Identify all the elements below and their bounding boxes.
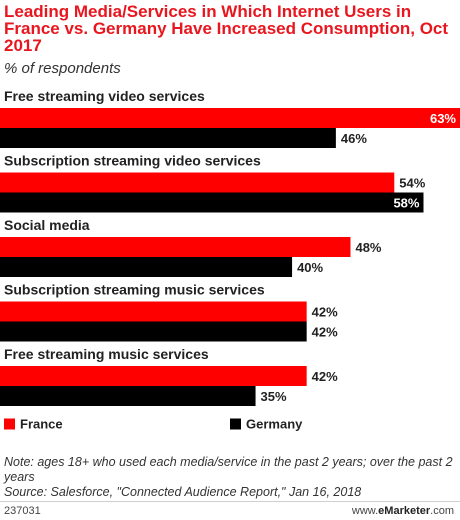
data-label: 35% [261, 389, 287, 404]
bar-france [0, 301, 307, 322]
data-label: 46% [341, 131, 367, 146]
data-label: 63% [430, 111, 456, 126]
chart-id: 237031 [4, 505, 41, 517]
bar-germany [0, 257, 293, 277]
category-label: Social media [4, 217, 90, 233]
note-text: Note: ages 18+ who used each media/servi… [4, 455, 453, 484]
legend-swatch [4, 418, 15, 430]
footer: 237031 www.eMarketer.com [0, 501, 460, 520]
category-label: Subscription streaming music services [4, 282, 265, 298]
legend-label: Germany [246, 417, 303, 432]
bar-germany [0, 128, 336, 148]
legend-label: France [20, 417, 63, 432]
data-label: 42% [312, 325, 338, 340]
brand-prefix: www. [351, 505, 379, 517]
data-label: 42% [312, 369, 338, 384]
chart-subtitle: % of respondents [4, 60, 121, 77]
data-label: 58% [393, 196, 419, 211]
brand-link[interactable]: www.eMarketer.com [352, 505, 454, 517]
data-label: 40% [297, 260, 323, 275]
chart-notes: Note: ages 18+ who used each media/servi… [4, 455, 456, 500]
bar-france [0, 172, 395, 193]
data-label: 54% [399, 176, 425, 191]
chart-title: Leading Media/Services in Which Internet… [4, 2, 449, 55]
bar-france [0, 366, 307, 386]
bar-france [0, 108, 460, 128]
bar-germany [0, 192, 424, 213]
bar-chart: Free streaming video services 63% 46% Subsc… [0, 88, 460, 432]
bar-france [0, 237, 351, 257]
category-label: Free streaming music services [4, 346, 209, 362]
data-label: 42% [312, 305, 338, 320]
source-text: Source: Salesforce, "Connected Audience … [4, 485, 362, 499]
bar-germany [0, 386, 256, 406]
data-label: 48% [355, 240, 381, 255]
category-label: Free streaming video services [4, 88, 205, 104]
brand-suffix: .com [430, 505, 454, 517]
legend-swatch [230, 418, 241, 430]
brand-name: eMarketer [378, 505, 431, 517]
category-label: Subscription streaming video services [4, 153, 261, 169]
bar-germany [0, 321, 307, 342]
